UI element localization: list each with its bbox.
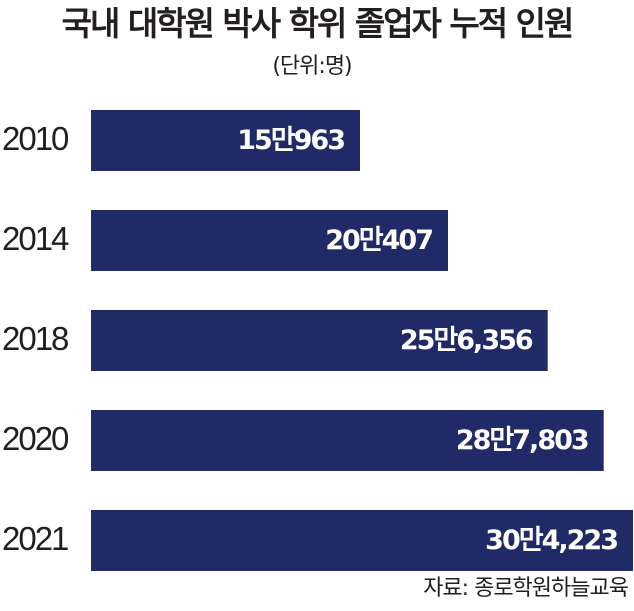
value-label-2014: 20만407: [325, 225, 432, 256]
value-label-2021: 30만4,223: [485, 525, 617, 556]
bar-2021: [91, 510, 633, 571]
bar-2014: [91, 210, 448, 271]
year-label-2018: 2018: [2, 320, 68, 357]
year-label-2021: 2021: [2, 520, 68, 557]
unit-label: (단위:명): [272, 54, 352, 79]
source-note: 자료: 종로학원하늘교육: [423, 576, 629, 601]
bar-2018: [91, 310, 548, 371]
value-label-2018: 25만6,356: [400, 325, 533, 356]
value-label-2020: 28만7,803: [456, 425, 588, 456]
bar-2010: [91, 110, 360, 171]
year-label-2020: 2020: [2, 420, 69, 457]
value-label-2010: 15만963: [237, 125, 344, 156]
year-label-2010: 2010: [2, 120, 69, 157]
year-label-2014: 2014: [2, 220, 69, 257]
bar-2020: [91, 410, 604, 471]
chart-title: 국내 대학원 박사 학위 졸업자 누적 인원: [61, 4, 575, 43]
